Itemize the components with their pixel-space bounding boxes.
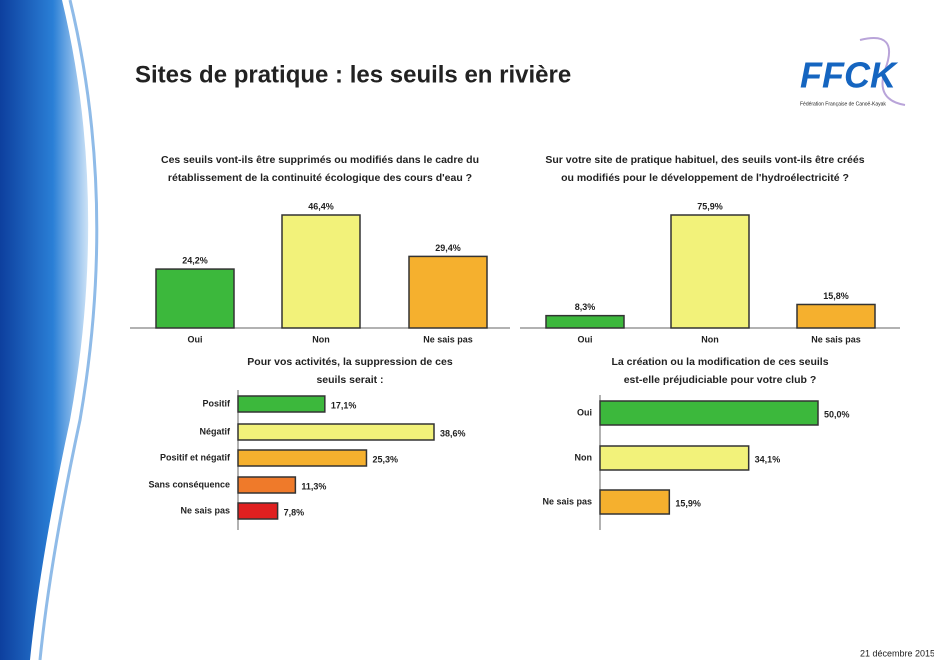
value-label: 15,8% <box>823 291 849 301</box>
category-label: Ne sais pas <box>423 334 473 344</box>
bar <box>670 214 750 329</box>
chart-title: Ces seuils vont-ils être supprimés ou mo… <box>161 154 479 166</box>
value-label: 50,0% <box>824 409 850 419</box>
slide-title: Sites de pratique : les seuils en rivièr… <box>135 61 571 88</box>
category-label: Oui <box>578 334 593 344</box>
chart-title: Sur votre site de pratique habituel, des… <box>545 154 864 166</box>
value-label: 46,4% <box>308 201 334 211</box>
category-label: Positif <box>202 398 231 408</box>
category-label: Oui <box>188 334 203 344</box>
category-label: Négatif <box>199 426 231 436</box>
category-label: Non <box>701 334 719 344</box>
bar <box>796 303 876 329</box>
category-label: Ne sais pas <box>542 496 592 506</box>
value-label: 8,3% <box>575 302 596 312</box>
value-label: 25,3% <box>372 454 398 464</box>
category-label: Non <box>575 452 593 462</box>
swoosh <box>0 0 89 660</box>
chart-title: rétablissement de la continuité écologiq… <box>168 172 472 184</box>
chart-title: est-elle préjudiciable pour votre club ? <box>624 374 817 386</box>
bar <box>237 423 435 441</box>
footer-date: 21 décembre 2015 <box>860 648 934 658</box>
category-label: Ne sais pas <box>180 505 230 515</box>
bar <box>408 255 488 329</box>
bar <box>237 476 297 494</box>
category-label: Non <box>312 334 330 344</box>
swoosh-line <box>38 0 99 660</box>
category-label: Positif et négatif <box>160 452 231 462</box>
bar <box>545 314 625 329</box>
logo: FFCK <box>800 55 899 96</box>
value-label: 11,3% <box>301 481 326 491</box>
bar <box>237 502 279 520</box>
value-label: 17,1% <box>331 400 357 410</box>
category-label: Oui <box>577 407 592 417</box>
value-label: 29,4% <box>435 243 461 253</box>
bar <box>599 400 819 426</box>
category-label: Ne sais pas <box>811 334 861 344</box>
value-label: 15,9% <box>675 498 701 508</box>
chart-title: La création ou la modification de ces se… <box>611 356 828 368</box>
logo-subtitle: Fédération Française de Canoë-Kayak <box>800 101 886 107</box>
bar <box>155 268 235 329</box>
value-label: 7,8% <box>284 507 305 517</box>
chart-title: Pour vos activités, la suppression de ce… <box>247 356 453 368</box>
bar <box>237 395 326 413</box>
chart-title: ou modifiés pour le développement de l'h… <box>561 172 849 184</box>
bar <box>599 445 750 471</box>
category-label: Sans conséquence <box>148 479 230 489</box>
value-label: 75,9% <box>697 201 723 211</box>
bar <box>599 489 671 515</box>
logo-swirl <box>859 37 906 106</box>
bar <box>281 214 361 329</box>
bar <box>237 449 368 467</box>
value-label: 38,6% <box>440 428 466 438</box>
value-label: 24,2% <box>182 255 208 265</box>
value-label: 34,1% <box>755 454 781 464</box>
chart-title: seuils serait : <box>316 374 383 386</box>
